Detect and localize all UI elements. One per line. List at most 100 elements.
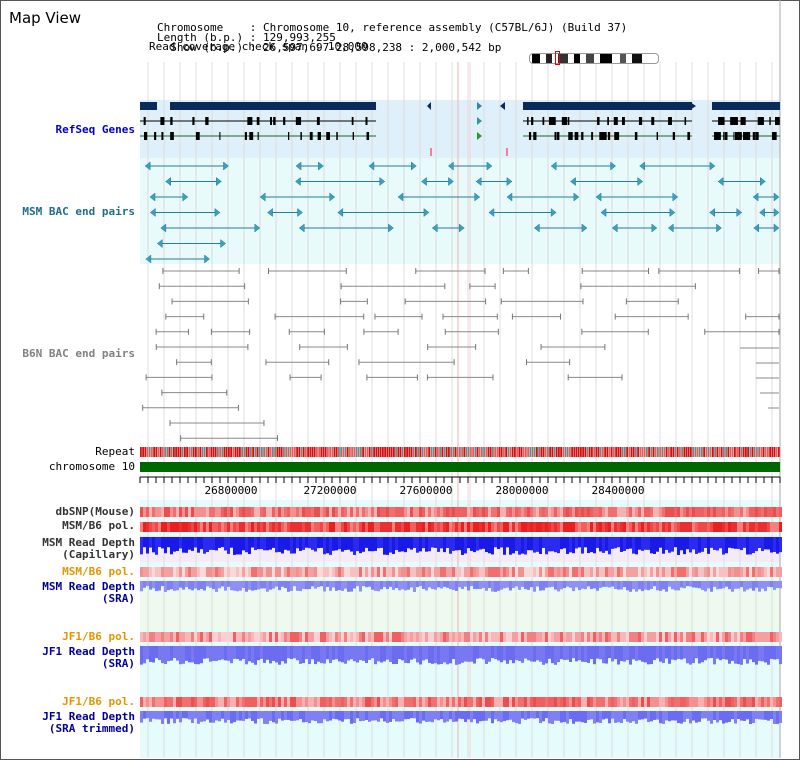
msm-pol-sra-cell <box>356 567 359 577</box>
msm-pol-cell <box>620 522 623 532</box>
jf1-pol-cell <box>521 632 524 642</box>
jf1-pol-cell <box>185 632 188 642</box>
msm-pol-sra-cell <box>176 567 179 577</box>
msm-pol-cell <box>434 522 437 532</box>
jf1-sra-depth-bar <box>359 646 362 660</box>
repeat-element <box>412 447 415 457</box>
bac-end-left <box>149 192 156 202</box>
repeat-element <box>577 447 580 457</box>
msm-pol-sra-cell <box>776 567 779 577</box>
bac-end-right <box>773 192 780 202</box>
msm-pol-sra-cell <box>710 567 713 577</box>
msm-capillary-depth-bar <box>713 537 716 550</box>
dbsnp-cell <box>173 507 176 517</box>
gene-block[interactable] <box>170 102 376 110</box>
dbsnp-cell <box>287 507 290 517</box>
jf1-pol-trimmed-cell <box>674 697 677 707</box>
dbsnp-cell <box>554 507 557 517</box>
jf1-pol-trimmed-cell <box>395 697 398 707</box>
chromosome-value: Chromosome 10, reference assembly (C57BL… <box>262 21 628 34</box>
exon <box>248 117 253 125</box>
exon <box>556 132 560 140</box>
repeat-element <box>452 447 455 457</box>
gene-block[interactable] <box>140 102 157 110</box>
jf1-pol-cell <box>656 632 659 642</box>
refseq-genes-label[interactable]: RefSeq Genes <box>55 123 135 136</box>
msm-pol-cell <box>401 522 404 532</box>
exon <box>747 132 751 140</box>
gene-block[interactable] <box>523 102 692 110</box>
msm-capillary-depth-bar <box>734 537 737 549</box>
jf1-sra-depth-bar <box>596 646 599 659</box>
jf1-pol-trimmed-cell <box>593 697 596 707</box>
jf1-sra-depth-bar <box>731 646 734 661</box>
msm-pol-sra-cell <box>167 567 170 577</box>
msm-sra-depth-bar <box>770 581 773 588</box>
msm-capillary-depth-bar <box>395 537 398 551</box>
jf1-sra-depth-bar <box>335 646 338 660</box>
jf1-pol-cell <box>380 632 383 642</box>
jf1-pol-trimmed-cell <box>695 697 698 707</box>
msm-capillary-depth-bar <box>152 537 155 553</box>
jf1-pol-cell <box>179 632 182 642</box>
jf1-pol-cell <box>419 632 422 642</box>
msm-capillary-depth-bar <box>740 537 743 551</box>
msm-sra-depth-bar <box>170 581 173 590</box>
msm-sra-depth-bar <box>278 581 281 591</box>
dbsnp-cell <box>497 507 500 517</box>
msm-pol-sra-cell <box>632 567 635 577</box>
chromosome-ideogram[interactable] <box>529 53 659 64</box>
jf1-sra-depth-bar <box>524 646 527 659</box>
repeat-element <box>212 447 215 457</box>
jf1-pol-trimmed-cell <box>479 697 482 707</box>
msm-pol-cell <box>674 522 677 532</box>
dbsnp-cell <box>302 507 305 517</box>
repeat-element <box>428 447 430 457</box>
jf1-trimmed-depth-bar <box>218 711 221 722</box>
jf1-sra-depth-bar <box>563 646 566 660</box>
msm-pol-sra-cell <box>740 567 743 577</box>
msm-pol-sra-cell <box>644 567 647 577</box>
repeat-element <box>421 447 424 457</box>
repeat-element <box>247 447 250 457</box>
jf1-pol-cell <box>458 632 461 642</box>
bac-end-left <box>570 176 576 187</box>
repeat-element <box>610 447 613 457</box>
jf1-sra-depth-bar <box>401 646 404 661</box>
msm-sra-depth-bar <box>599 581 602 588</box>
msm-pol-cell <box>728 522 731 532</box>
repeat-element <box>206 447 208 457</box>
jf1-sra-depth-bar <box>671 646 674 660</box>
jf1-sra-depth-bar <box>482 646 485 660</box>
repeat-element <box>463 447 466 457</box>
msm-capillary-depth-bar <box>140 537 143 555</box>
msm-pol-cell <box>200 522 203 532</box>
jf1-trimmed-depth-bar <box>566 711 569 724</box>
msm-sra-depth-bar <box>539 581 542 591</box>
msm-sra-depth-bar <box>737 581 740 589</box>
jf1-trimmed-depth-bar <box>479 711 482 722</box>
jf1-pol-trimmed-cell <box>494 697 497 707</box>
bac-end-right <box>329 192 336 202</box>
dbsnp-cell <box>620 507 623 517</box>
msm-pol-cell <box>593 522 596 532</box>
repeat-element <box>364 447 367 457</box>
msm-pol-sra-cell <box>200 567 203 577</box>
msm-pol-sra-cell <box>554 567 557 577</box>
msm-capillary-depth-bar <box>146 537 149 554</box>
msm-capillary-depth-bar <box>428 537 431 552</box>
msm-pol-sra-cell <box>422 567 425 577</box>
msm-pol-cell <box>644 522 647 532</box>
msm-pol-sra-cell <box>596 567 599 577</box>
jf1-pol-cell <box>236 632 239 642</box>
jf1-trimmed-depth-bar <box>506 711 509 721</box>
dbsnp-cell <box>221 507 224 517</box>
msm-pol-sra-cell <box>557 567 560 577</box>
repeat-element <box>580 447 582 457</box>
gene-block[interactable] <box>712 102 780 110</box>
msm-sra-depth-bar <box>221 581 224 587</box>
jf1-sra-depth-bar <box>143 646 146 664</box>
msm-pol-cell <box>269 522 272 532</box>
jf1-pol-cell <box>632 632 635 642</box>
bac-end-right <box>223 161 229 171</box>
